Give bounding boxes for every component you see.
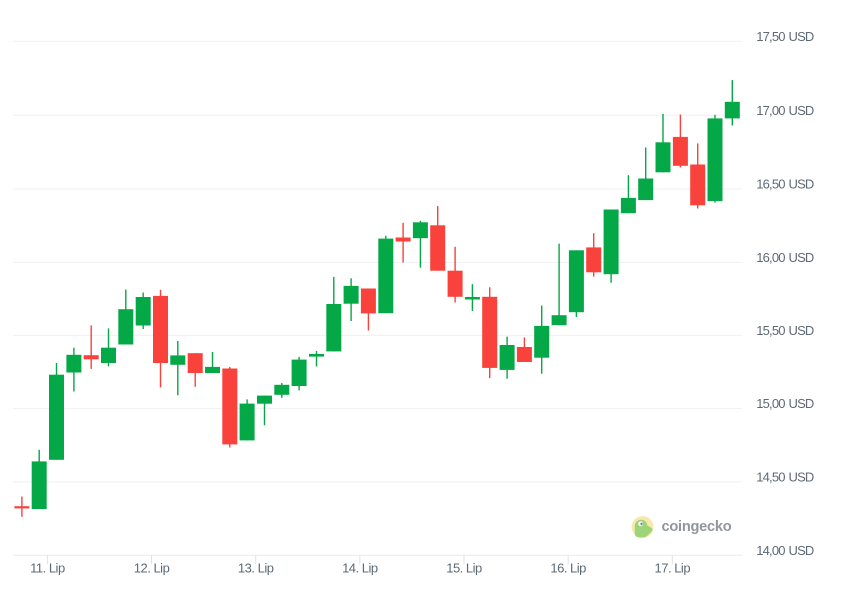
- svg-text:12. Lip: 12. Lip: [134, 561, 170, 576]
- svg-text:15,50 USD: 15,50 USD: [756, 323, 814, 338]
- svg-text:13. Lip: 13. Lip: [238, 561, 274, 576]
- svg-text:coingecko: coingecko: [662, 519, 732, 535]
- svg-text:17,50 USD: 17,50 USD: [756, 29, 814, 44]
- svg-text:16. Lip: 16. Lip: [550, 561, 586, 576]
- svg-text:14. Lip: 14. Lip: [342, 561, 378, 576]
- svg-text:15. Lip: 15. Lip: [446, 561, 482, 576]
- svg-text:17. Lip: 17. Lip: [655, 561, 691, 576]
- svg-text:14,50 USD: 14,50 USD: [756, 470, 814, 485]
- svg-text:17,00 USD: 17,00 USD: [756, 103, 814, 118]
- svg-text:15,00 USD: 15,00 USD: [756, 396, 814, 411]
- svg-text:14,00 USD: 14,00 USD: [756, 543, 814, 558]
- svg-text:11. Lip: 11. Lip: [30, 561, 65, 576]
- svg-text:16,00 USD: 16,00 USD: [756, 250, 814, 265]
- svg-text:16,50 USD: 16,50 USD: [756, 177, 814, 192]
